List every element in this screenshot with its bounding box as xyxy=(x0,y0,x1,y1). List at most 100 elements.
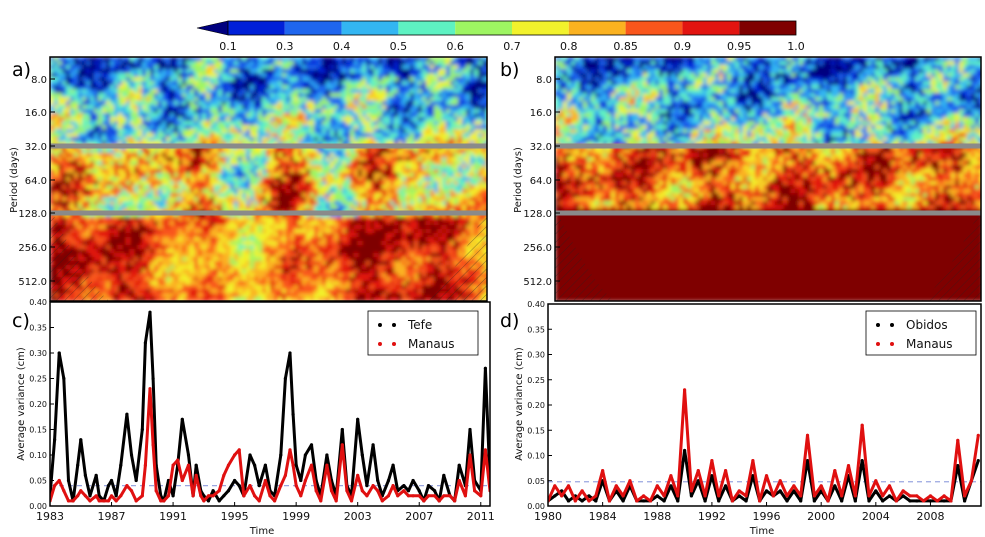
y-tick-label: 0.10 xyxy=(29,451,47,460)
colorbar-frame xyxy=(227,20,797,36)
data-point xyxy=(723,469,728,473)
data-point xyxy=(360,489,364,493)
data-point xyxy=(833,469,837,473)
data-point xyxy=(483,366,487,370)
data-point xyxy=(771,494,775,498)
data-point xyxy=(325,453,329,457)
data-point xyxy=(655,484,659,488)
data-point xyxy=(154,489,158,493)
y-tick-label: 0.00 xyxy=(29,502,47,511)
data-point xyxy=(744,494,748,498)
data-point xyxy=(222,473,226,477)
data-point xyxy=(448,494,452,498)
colorbar-segment xyxy=(455,21,512,35)
colorbar-segment xyxy=(512,21,569,35)
data-point xyxy=(812,494,816,498)
panel-b-ylabel: Period (days) xyxy=(513,147,524,213)
data-point xyxy=(949,499,953,503)
y-tick-label: 0.40 xyxy=(527,300,545,309)
data-point xyxy=(151,443,155,447)
data-point xyxy=(97,494,101,498)
data-point xyxy=(62,489,66,493)
data-point xyxy=(560,489,564,493)
data-point xyxy=(860,458,864,463)
data-point xyxy=(942,494,946,498)
data-point xyxy=(587,494,591,498)
data-point xyxy=(669,484,673,488)
data-point xyxy=(114,494,118,498)
legend-marker xyxy=(392,342,396,346)
data-point xyxy=(279,453,283,457)
data-point xyxy=(792,484,796,488)
data-point xyxy=(119,463,123,467)
data-point xyxy=(237,484,241,488)
data-point xyxy=(402,489,406,493)
data-point xyxy=(114,499,118,503)
data-point xyxy=(371,484,375,488)
period-tick-label: 256.0 xyxy=(18,243,47,254)
data-point xyxy=(299,478,303,483)
colorbar-segment xyxy=(341,21,399,35)
data-point xyxy=(669,474,673,478)
data-point xyxy=(976,458,980,463)
data-point xyxy=(426,494,431,498)
data-point xyxy=(119,494,123,498)
colorbar-tick-label: 0.3 xyxy=(276,40,294,53)
panel-a-ylabel: Period (days) xyxy=(9,147,20,213)
data-point xyxy=(83,473,87,477)
panel-c-label: c) xyxy=(12,310,30,332)
data-point xyxy=(417,494,421,498)
cone-of-influence xyxy=(50,208,110,301)
period-tick-label: 32.0 xyxy=(530,142,552,153)
data-point xyxy=(648,499,653,503)
data-point xyxy=(483,448,487,452)
data-point xyxy=(723,484,728,488)
panel-b: b) Period (days) 8.0 16.0 32.0 64.0 128.0 256… xyxy=(500,56,982,302)
data-point xyxy=(573,499,577,503)
colorbar-tick-label: 0.8 xyxy=(560,40,578,53)
data-point xyxy=(969,479,974,483)
data-point xyxy=(371,443,375,447)
data-point xyxy=(273,499,277,503)
data-point xyxy=(411,478,415,483)
series-line-obidos xyxy=(548,448,980,503)
data-point xyxy=(191,494,195,498)
data-point xyxy=(411,494,415,498)
data-point xyxy=(106,484,111,488)
data-point xyxy=(594,494,598,498)
data-point xyxy=(799,499,803,503)
data-point xyxy=(288,448,292,452)
period-tick-label: 32.0 xyxy=(25,142,47,153)
data-point xyxy=(194,473,198,477)
legend-entry: Manaus xyxy=(408,337,455,351)
colorbar-segment xyxy=(568,21,626,35)
x-tick-label: 1980 xyxy=(534,510,562,523)
panel-d-xlabel: Time xyxy=(749,526,774,537)
colorbar-tick-label: 0.9 xyxy=(674,40,692,53)
data-point xyxy=(329,489,334,493)
data-point xyxy=(242,494,246,498)
y-tick-label: 0.30 xyxy=(527,351,545,360)
data-point xyxy=(291,463,295,467)
panel-c-frame xyxy=(49,301,491,507)
data-point xyxy=(106,499,111,503)
data-point xyxy=(792,489,796,493)
data-point xyxy=(349,499,354,503)
colorbar-tick-label: 0.6 xyxy=(446,40,464,53)
data-point xyxy=(887,494,892,498)
panel-a: a) Period (days) 8.0 16.0 32.0 64.0 128.0 256… xyxy=(9,56,488,302)
period-tick-label: 64.0 xyxy=(530,176,552,187)
data-point xyxy=(928,499,933,503)
legend-marker xyxy=(890,323,894,327)
data-point xyxy=(314,489,318,493)
data-point xyxy=(580,499,584,503)
colorbar-tick-label: 0.7 xyxy=(503,40,521,53)
data-point xyxy=(928,494,933,498)
y-tick-label: 0.15 xyxy=(29,426,47,435)
data-point xyxy=(853,494,857,498)
cone-of-influence xyxy=(921,208,981,301)
data-point xyxy=(340,443,344,447)
panel-d-plot: 0.00 0.05 0.10 0.15 0.20 0.25 0.30 0.35 0.40 1980… xyxy=(527,300,981,523)
data-point xyxy=(457,478,461,483)
data-point xyxy=(217,489,221,493)
